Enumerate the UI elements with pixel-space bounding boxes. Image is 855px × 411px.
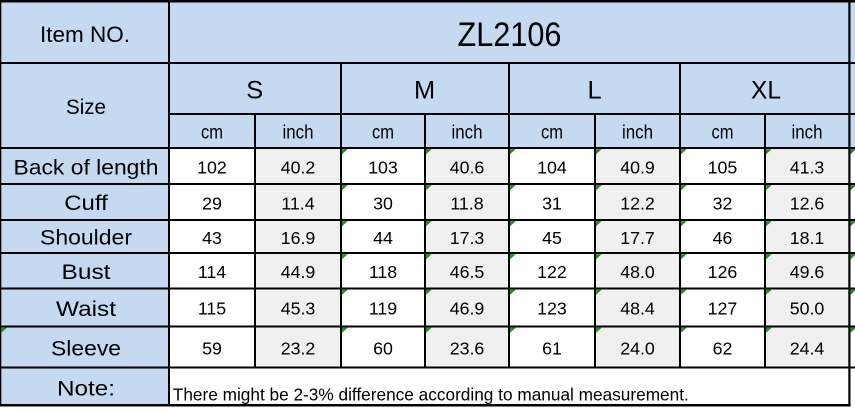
svg-text:Cuff: Cuff: [64, 190, 109, 215]
svg-text:60: 60: [373, 338, 393, 358]
svg-text:40.2: 40.2: [281, 157, 316, 177]
svg-text:59: 59: [202, 338, 222, 358]
svg-text:46.5: 46.5: [450, 262, 485, 282]
svg-text:11.4: 11.4: [281, 193, 314, 213]
svg-text:122: 122: [537, 262, 567, 282]
svg-text:17.7: 17.7: [620, 228, 655, 248]
svg-text:31: 31: [542, 193, 562, 213]
svg-text:43: 43: [202, 228, 222, 248]
svg-text:inch: inch: [452, 123, 483, 144]
svg-text:115: 115: [198, 298, 226, 318]
svg-text:cm: cm: [712, 123, 734, 144]
svg-text:24.4: 24.4: [790, 338, 825, 358]
svg-text:118: 118: [369, 262, 397, 282]
svg-text:17.3: 17.3: [450, 228, 485, 248]
svg-text:12.2: 12.2: [620, 193, 655, 213]
svg-text:29: 29: [202, 193, 222, 213]
svg-text:inch: inch: [792, 123, 823, 144]
svg-text:inch: inch: [622, 123, 653, 144]
svg-text:49.6: 49.6: [790, 262, 825, 282]
svg-text:Note:: Note:: [57, 376, 115, 401]
svg-text:Shoulder: Shoulder: [40, 224, 132, 249]
svg-text:23.6: 23.6: [450, 338, 485, 358]
svg-text:127: 127: [708, 298, 738, 318]
svg-text:24.0: 24.0: [620, 338, 655, 358]
svg-text:40.6: 40.6: [450, 157, 485, 177]
svg-text:105: 105: [708, 157, 738, 177]
svg-text:119: 119: [369, 298, 397, 318]
svg-text:46.9: 46.9: [450, 298, 485, 318]
svg-text:XL: XL: [751, 77, 781, 105]
svg-text:45.3: 45.3: [281, 298, 316, 318]
svg-text:S: S: [246, 77, 263, 105]
svg-text:44: 44: [373, 228, 393, 248]
svg-text:cm: cm: [201, 123, 223, 144]
svg-text:cm: cm: [541, 123, 563, 144]
svg-text:102: 102: [197, 157, 227, 177]
svg-text:11.8: 11.8: [450, 193, 483, 213]
svg-text:41.3: 41.3: [790, 157, 825, 177]
svg-text:23.2: 23.2: [281, 338, 316, 358]
svg-text:30: 30: [373, 193, 393, 213]
svg-text:Back of length: Back of length: [14, 154, 159, 179]
svg-text:48.0: 48.0: [620, 262, 655, 282]
svg-text:44.9: 44.9: [281, 262, 316, 282]
svg-text:32: 32: [713, 193, 733, 213]
svg-text:45: 45: [542, 228, 562, 248]
svg-text:There might be 2-3% difference: There might be 2-3% difference according…: [173, 385, 689, 405]
svg-text:18.1: 18.1: [790, 228, 825, 248]
svg-text:M: M: [414, 77, 435, 105]
svg-text:61: 61: [542, 338, 562, 358]
svg-text:cm: cm: [372, 123, 394, 144]
svg-text:Item NO.: Item NO.: [40, 22, 130, 47]
svg-text:48.4: 48.4: [620, 298, 655, 318]
svg-text:16.9: 16.9: [281, 228, 316, 248]
svg-text:12.6: 12.6: [790, 193, 825, 213]
svg-text:50.0: 50.0: [790, 298, 825, 318]
svg-text:40.9: 40.9: [620, 157, 655, 177]
svg-text:126: 126: [708, 262, 738, 282]
svg-text:123: 123: [537, 298, 567, 318]
svg-text:Bust: Bust: [62, 259, 111, 284]
svg-text:inch: inch: [283, 123, 314, 144]
svg-text:46: 46: [713, 228, 733, 248]
svg-text:104: 104: [537, 157, 567, 177]
svg-text:114: 114: [198, 262, 226, 282]
svg-text:103: 103: [368, 157, 398, 177]
svg-text:62: 62: [713, 338, 733, 358]
svg-text:Sleeve: Sleeve: [51, 335, 121, 360]
svg-text:Size: Size: [66, 94, 106, 119]
svg-text:L: L: [587, 77, 601, 105]
svg-text:Waist: Waist: [56, 296, 116, 321]
svg-text:ZL2106: ZL2106: [458, 16, 562, 54]
